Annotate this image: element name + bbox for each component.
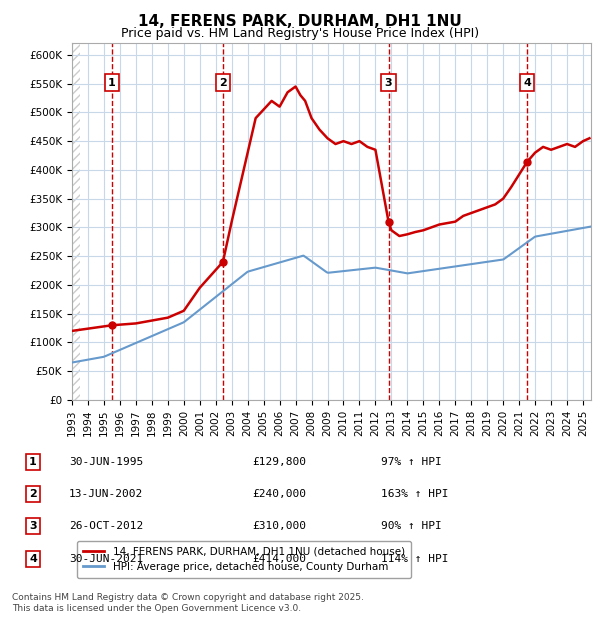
Text: £310,000: £310,000 [252,521,306,531]
Text: 26-OCT-2012: 26-OCT-2012 [69,521,143,531]
Legend: 14, FERENS PARK, DURHAM, DH1 1NU (detached house), HPI: Average price, detached : 14, FERENS PARK, DURHAM, DH1 1NU (detach… [77,541,411,578]
Text: £129,800: £129,800 [252,457,306,467]
Text: Contains HM Land Registry data © Crown copyright and database right 2025.
This d: Contains HM Land Registry data © Crown c… [12,593,364,613]
Text: 30-JUN-2021: 30-JUN-2021 [69,554,143,564]
Text: 30-JUN-1995: 30-JUN-1995 [69,457,143,467]
Text: 114% ↑ HPI: 114% ↑ HPI [381,554,449,564]
Text: 3: 3 [385,78,392,87]
Text: 14, FERENS PARK, DURHAM, DH1 1NU: 14, FERENS PARK, DURHAM, DH1 1NU [138,14,462,29]
Text: 13-JUN-2002: 13-JUN-2002 [69,489,143,499]
Text: 4: 4 [29,554,37,564]
Text: 1: 1 [108,78,116,87]
Text: 163% ↑ HPI: 163% ↑ HPI [381,489,449,499]
Text: 2: 2 [29,489,37,499]
Point [107,321,117,330]
Bar [72,43,80,400]
Text: 1: 1 [29,457,37,467]
Text: 97% ↑ HPI: 97% ↑ HPI [381,457,442,467]
Point [523,157,532,167]
Point [218,257,228,267]
Text: £414,000: £414,000 [252,554,306,564]
Text: Price paid vs. HM Land Registry's House Price Index (HPI): Price paid vs. HM Land Registry's House … [121,27,479,40]
Text: 4: 4 [523,78,531,87]
Text: 90% ↑ HPI: 90% ↑ HPI [381,521,442,531]
Text: £240,000: £240,000 [252,489,306,499]
Text: 3: 3 [29,521,37,531]
Text: 2: 2 [219,78,227,87]
Point [384,217,394,227]
